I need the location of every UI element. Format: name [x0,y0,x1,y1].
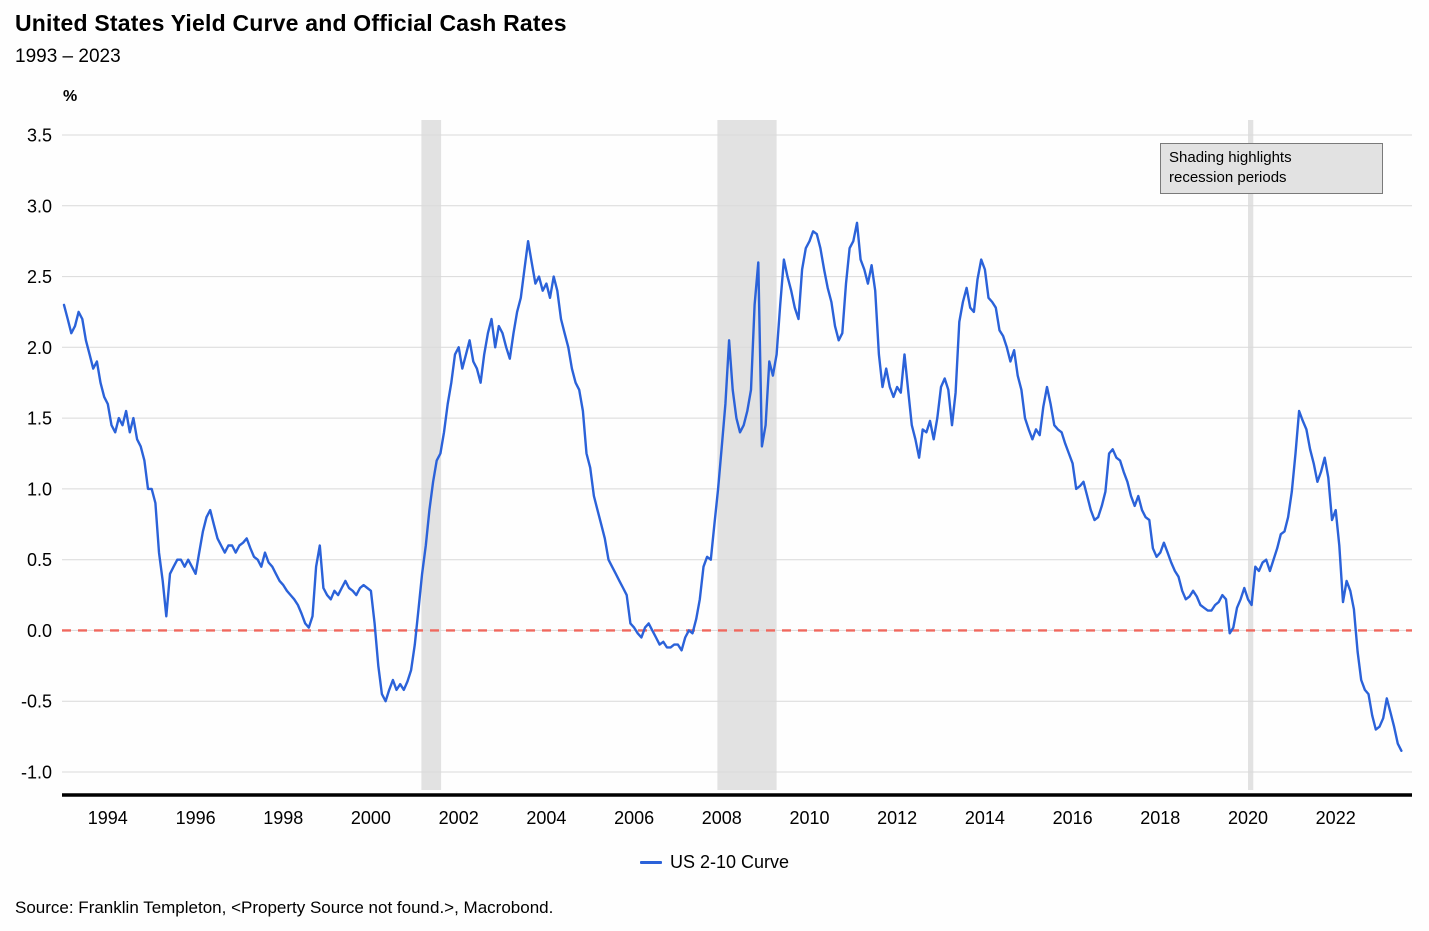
svg-text:1.5: 1.5 [27,409,52,429]
svg-text:1996: 1996 [176,808,216,828]
svg-text:2016: 2016 [1053,808,1093,828]
svg-text:2004: 2004 [526,808,566,828]
svg-text:2000: 2000 [351,808,391,828]
y-axis-unit-label: % [63,88,78,105]
svg-text:2014: 2014 [965,808,1005,828]
svg-text:2010: 2010 [789,808,829,828]
svg-text:1.0: 1.0 [27,479,52,499]
svg-text:2.5: 2.5 [27,267,52,287]
svg-text:2.0: 2.0 [27,338,52,358]
chart-legend: US 2-10 Curve [0,852,1429,873]
source-note: Source: Franklin Templeton, <Property So… [15,898,554,917]
recession-shading-annotation: Shading highlights recession periods [1160,143,1383,194]
annotation-line-1: Shading highlights [1169,149,1292,166]
svg-text:-1.0: -1.0 [21,763,52,783]
chart-title: United States Yield Curve and Official C… [15,10,567,36]
legend-label: US 2-10 Curve [669,852,790,872]
annotation-line-2: recession periods [1169,168,1287,186]
legend-line-swatch [639,861,662,864]
svg-text:2008: 2008 [702,808,742,828]
svg-text:2012: 2012 [877,808,917,828]
chart-subtitle: 1993 – 2023 [15,46,121,67]
svg-text:2018: 2018 [1140,808,1180,828]
svg-text:-0.5: -0.5 [21,692,52,712]
svg-text:2006: 2006 [614,808,654,828]
svg-text:0.0: 0.0 [27,621,52,641]
svg-text:0.5: 0.5 [27,550,52,570]
svg-text:3.0: 3.0 [27,196,52,216]
svg-text:2022: 2022 [1316,808,1356,828]
svg-text:2002: 2002 [439,808,479,828]
svg-text:3.5: 3.5 [27,126,52,146]
svg-text:2020: 2020 [1228,808,1268,828]
svg-text:1994: 1994 [88,808,128,828]
svg-text:1998: 1998 [263,808,303,828]
